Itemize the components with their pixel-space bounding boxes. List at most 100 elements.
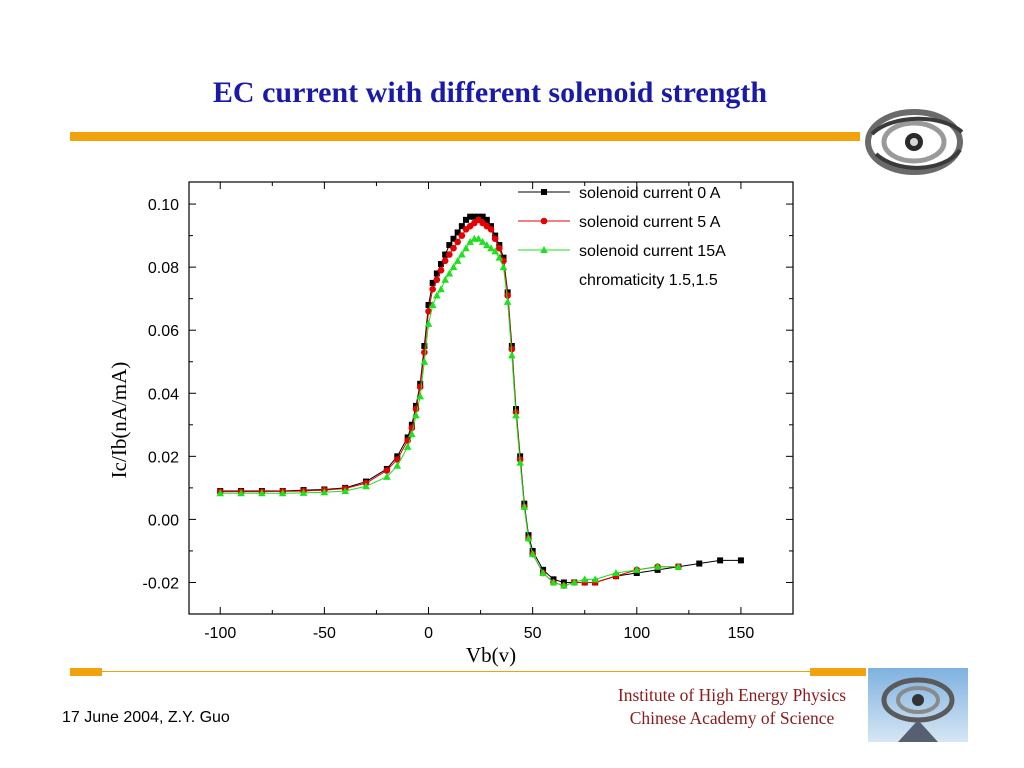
- data-point: [520, 502, 529, 510]
- data-point: [458, 250, 466, 258]
- data-point: [463, 216, 470, 223]
- data-point: [437, 266, 445, 274]
- data-point: [278, 489, 287, 497]
- data-point: [487, 244, 495, 252]
- data-point: [383, 467, 391, 474]
- x-tick-label: 150: [728, 625, 755, 642]
- y-tick-label: 0.10: [148, 197, 179, 214]
- data-point: [471, 213, 478, 220]
- data-point: [429, 279, 436, 286]
- data-point: [570, 578, 579, 586]
- data-point: [503, 297, 512, 305]
- institute-emblem-icon: [868, 668, 968, 742]
- data-point: [632, 565, 641, 573]
- footer-line: [102, 671, 810, 672]
- data-point: [466, 237, 474, 245]
- series-0: [217, 213, 744, 586]
- data-point: [445, 269, 454, 277]
- data-point: [479, 213, 486, 220]
- x-tick-label: -50: [313, 625, 336, 642]
- data-point: [393, 461, 402, 469]
- x-axis-label: Vb(v): [466, 643, 516, 667]
- data-point: [580, 575, 589, 583]
- institute-line-2: Chinese Academy of Science: [629, 708, 835, 728]
- data-point: [446, 251, 453, 258]
- data-point: [483, 241, 491, 249]
- x-tick-label: -100: [204, 625, 236, 642]
- data-point: [454, 238, 461, 246]
- data-point: [428, 300, 437, 308]
- data-point: [441, 275, 449, 283]
- series-line: [220, 238, 679, 587]
- data-point: [433, 276, 441, 284]
- data-point: [362, 482, 370, 490]
- data-point: [424, 319, 433, 327]
- data-point: [429, 285, 436, 293]
- slide-title: EC current with different solenoid stren…: [212, 76, 768, 109]
- footer-date: 17 June 2004, Z.Y. Guo: [62, 709, 230, 726]
- data-point: [216, 489, 225, 497]
- data-point: [258, 489, 266, 497]
- data-point: [483, 216, 490, 223]
- data-point: [512, 411, 520, 419]
- data-point: [449, 263, 458, 271]
- institute-line-1: Institute of High Energy Physics: [617, 685, 847, 705]
- data-point: [237, 489, 245, 497]
- y-tick-label: 0.08: [148, 260, 179, 277]
- data-point: [478, 237, 487, 245]
- data-point: [541, 189, 547, 195]
- data-point: [539, 569, 547, 577]
- data-point: [591, 575, 599, 583]
- data-point: [504, 292, 511, 299]
- legend: solenoid current 0 A solenoid current 5 A…: [518, 185, 726, 289]
- data-point: [737, 557, 744, 564]
- data-point: [421, 348, 428, 356]
- institute-name: Institute of High Energy Physics Chinese…: [598, 684, 866, 730]
- x-tick-label: 100: [623, 625, 650, 642]
- data-point: [496, 244, 503, 252]
- series-1: [216, 216, 682, 589]
- data-point: [446, 242, 453, 249]
- data-point: [495, 253, 504, 261]
- data-point: [416, 392, 424, 400]
- data-point: [462, 244, 470, 252]
- data-point: [508, 351, 516, 359]
- data-point: [408, 430, 416, 438]
- legend-entry: solenoid current 15A: [579, 243, 726, 260]
- plot-frame: [188, 181, 794, 615]
- y-tick-label: 0.06: [148, 323, 179, 340]
- data-point: [499, 263, 508, 271]
- y-tick-label: -0.02: [143, 575, 180, 592]
- data-point: [653, 562, 662, 570]
- y-tick-label: 0.02: [148, 449, 179, 466]
- footer-accent-right: [810, 668, 866, 676]
- data-point: [437, 285, 445, 293]
- data-point: [487, 225, 495, 233]
- data-point: [560, 581, 568, 589]
- data-point: [458, 223, 465, 230]
- data-point: [416, 383, 424, 391]
- ihep-logo-icon: [865, 109, 964, 175]
- y-axis-label: Ic/Ib(nA/mA): [107, 362, 131, 479]
- data-point: [524, 534, 533, 542]
- data-point: [442, 251, 449, 258]
- data-point: [412, 411, 420, 419]
- data-point: [450, 235, 457, 242]
- data-point: [425, 307, 432, 315]
- data-point: [320, 488, 329, 496]
- y-tick-label: 0.04: [148, 386, 179, 403]
- data-point: [421, 342, 428, 349]
- data-point: [403, 442, 412, 450]
- data-point: [341, 487, 350, 495]
- legend-entry: solenoid current 5 A: [579, 214, 721, 231]
- data-point: [474, 234, 483, 242]
- data-point: [383, 472, 391, 480]
- data-point: [612, 569, 620, 577]
- data-point: [491, 235, 499, 243]
- data-point: [467, 213, 474, 220]
- data-point: [549, 578, 558, 586]
- data-point: [450, 244, 457, 252]
- data-point: [491, 247, 499, 255]
- data-point: [528, 550, 537, 558]
- data-point: [458, 232, 466, 239]
